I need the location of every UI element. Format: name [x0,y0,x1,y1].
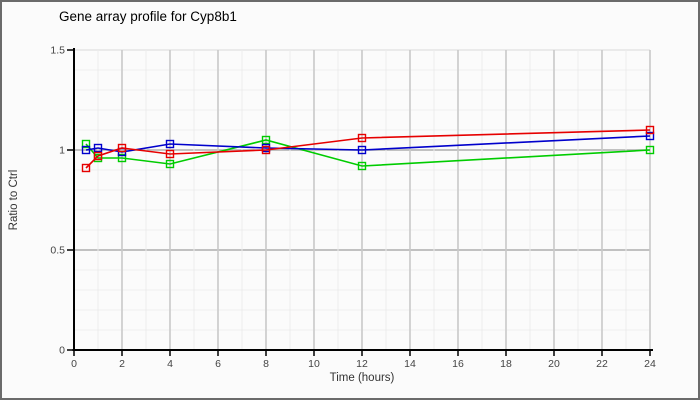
data-point-green [645,145,655,155]
data-point-red [645,125,655,135]
y-axis-title: Ratio to Ctrl [8,170,20,231]
x-tick-label: 24 [644,358,656,370]
x-tick-label: 4 [167,358,173,370]
chart-title: Gene array profile for Cyp8b1 [59,9,237,24]
y-tick-label: 1 [59,145,65,157]
x-tick-label: 14 [404,358,416,370]
x-tick-label: 0 [71,358,77,370]
data-point-blue [93,143,103,153]
x-tick-label: 6 [215,358,221,370]
data-point-red [261,145,271,155]
data-point-blue [81,145,91,155]
data-point-red [81,163,91,173]
y-tick-label: 0.5 [50,245,65,257]
data-point-blue [357,145,367,155]
x-tick-label: 12 [356,358,368,370]
data-point-green [357,161,367,171]
data-point-red [165,149,175,159]
grid-layer [75,49,651,349]
data-point-blue [645,131,655,141]
x-tick-label: 18 [500,358,512,370]
data-point-blue [165,139,175,149]
series-line-red [85,129,651,169]
axis-layer: 00.511.50 2 4 6 8 10 12 14 16 18 20 22 24 [50,45,656,371]
y-tick-label: 1.5 [50,45,65,57]
x-tick-label: 2 [119,358,125,370]
x-tick-label: 20 [548,358,560,370]
data-point-green [165,159,175,169]
data-point-red [357,133,367,143]
x-tick-label: 10 [308,358,320,370]
series-line-green [85,139,651,167]
x-tick-label: 8 [263,358,269,370]
data-point-green [81,139,91,149]
data-point-green [117,153,127,163]
x-tick-label: 22 [596,358,608,370]
x-axis-title: Time (hours) [330,372,395,384]
data-point-red [117,143,127,153]
data-point-red [93,151,103,161]
y-tick-label: 0 [59,345,65,357]
series-line-blue [85,135,651,153]
series-layer [81,125,655,173]
x-tick-label: 16 [452,358,464,370]
data-point-green [261,135,271,145]
